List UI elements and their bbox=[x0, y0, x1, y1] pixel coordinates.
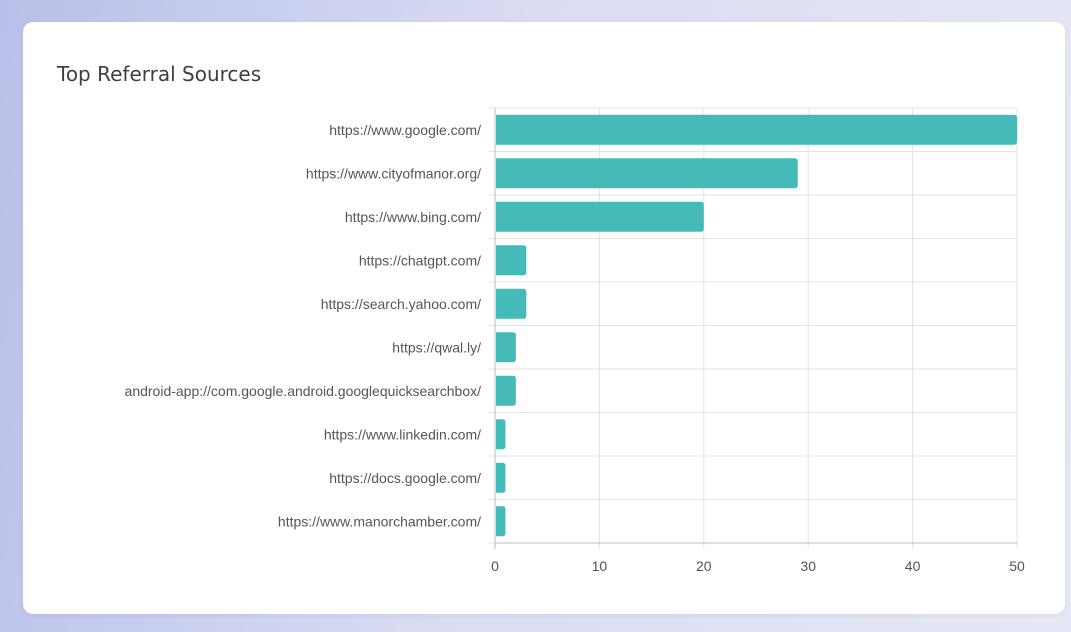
x-tick-label: 10 bbox=[592, 558, 608, 574]
x-tick-label: 20 bbox=[696, 558, 712, 574]
bar[interactable] bbox=[496, 419, 506, 450]
category-label: https://www.bing.com/ bbox=[345, 209, 481, 225]
x-tick-label: 50 bbox=[1009, 558, 1025, 574]
category-label: https://qwal.ly/ bbox=[392, 339, 481, 355]
bar[interactable] bbox=[496, 114, 1017, 145]
category-label: https://www.cityofmanor.org/ bbox=[306, 165, 481, 181]
bars bbox=[496, 114, 1017, 537]
category-label: https://chatgpt.com/ bbox=[359, 252, 481, 268]
bar[interactable] bbox=[496, 462, 506, 493]
category-label: https://www.linkedin.com/ bbox=[324, 426, 481, 442]
x-tick-label: 0 bbox=[491, 558, 499, 574]
bar[interactable] bbox=[496, 158, 798, 189]
x-tick-label: 30 bbox=[800, 558, 816, 574]
bar[interactable] bbox=[496, 332, 516, 363]
category-label: https://docs.google.com/ bbox=[329, 470, 481, 486]
bar-chart: https://www.google.com/https://www.cityo… bbox=[125, 107, 1025, 574]
x-tick-label: 40 bbox=[905, 558, 921, 574]
category-label: https://www.google.com/ bbox=[329, 122, 481, 138]
category-labels: https://www.google.com/https://www.cityo… bbox=[125, 122, 482, 530]
x-tick-labels: 0 10 20 30 40 50 bbox=[491, 558, 1025, 574]
chart-card: Top Referral Sources https://www.google.… bbox=[23, 22, 1065, 614]
bar[interactable] bbox=[496, 288, 527, 319]
bar[interactable] bbox=[496, 245, 527, 276]
bar[interactable] bbox=[496, 201, 704, 232]
axes bbox=[494, 108, 1017, 544]
bar[interactable] bbox=[496, 375, 516, 406]
category-label: https://www.manorchamber.com/ bbox=[278, 513, 481, 529]
bar[interactable] bbox=[496, 506, 506, 537]
card-title: Top Referral Sources bbox=[57, 62, 262, 86]
category-label: https://search.yahoo.com/ bbox=[321, 296, 481, 312]
category-label: android-app://com.google.android.googleq… bbox=[125, 383, 482, 399]
